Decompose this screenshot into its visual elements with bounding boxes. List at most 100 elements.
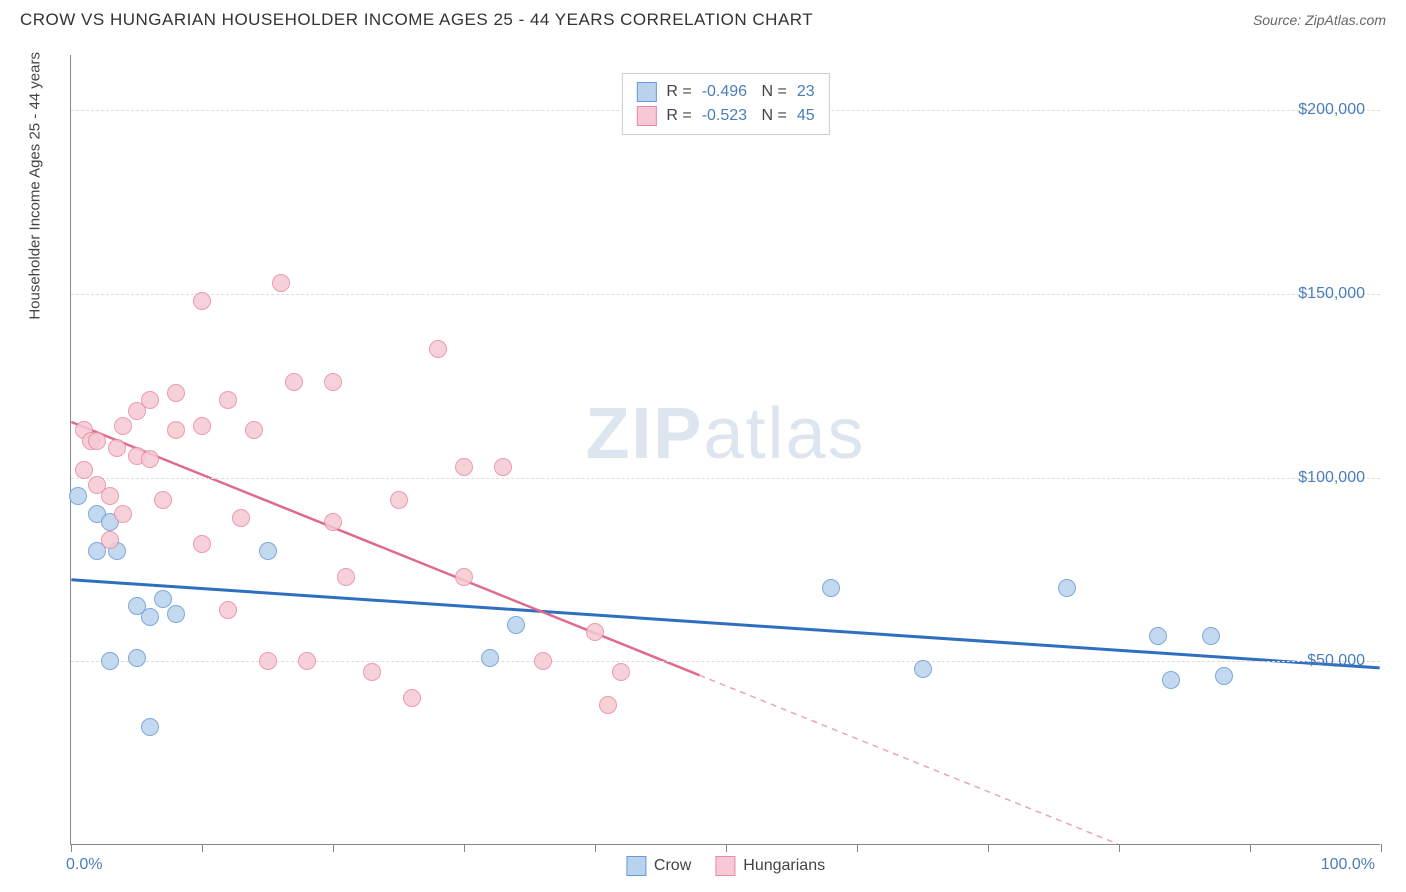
data-point-crow (1162, 671, 1180, 689)
watermark: ZIPatlas (585, 393, 865, 475)
data-point-hungarians (114, 417, 132, 435)
data-point-hungarians (219, 601, 237, 619)
data-point-hungarians (494, 458, 512, 476)
data-point-hungarians (167, 421, 185, 439)
watermark-bold: ZIP (585, 394, 703, 474)
header: CROW VS HUNGARIAN HOUSEHOLDER INCOME AGE… (0, 0, 1406, 30)
data-point-hungarians (141, 450, 159, 468)
data-point-hungarians (285, 373, 303, 391)
data-point-hungarians (219, 391, 237, 409)
data-point-hungarians (108, 439, 126, 457)
legend-row-hungarians: R = -0.523 N = 45 (636, 104, 814, 128)
x-tick (857, 844, 858, 852)
data-point-hungarians (337, 568, 355, 586)
data-point-hungarians (429, 340, 447, 358)
data-point-hungarians (193, 292, 211, 310)
y-tick-label: $100,000 (1298, 469, 1365, 487)
legend-item-crow: Crow (626, 856, 691, 876)
legend-swatch-hungarians (715, 856, 735, 876)
data-point-crow (69, 487, 87, 505)
x-tick (464, 844, 465, 852)
data-point-hungarians (390, 491, 408, 509)
x-tick (726, 844, 727, 852)
data-point-crow (822, 579, 840, 597)
chart-title: CROW VS HUNGARIAN HOUSEHOLDER INCOME AGE… (20, 10, 813, 30)
data-point-crow (481, 649, 499, 667)
data-point-crow (1215, 667, 1233, 685)
data-point-hungarians (272, 274, 290, 292)
x-tick (1250, 844, 1251, 852)
data-point-hungarians (193, 535, 211, 553)
data-point-crow (154, 590, 172, 608)
data-point-hungarians (324, 513, 342, 531)
data-point-hungarians (141, 391, 159, 409)
n-value-crow: 23 (797, 83, 815, 101)
n-value-hungarians: 45 (797, 107, 815, 125)
r-value-hungarians: -0.523 (702, 107, 747, 125)
data-point-hungarians (245, 421, 263, 439)
n-label: N = (757, 107, 787, 125)
data-point-crow (141, 718, 159, 736)
x-max-label: 100.0% (1321, 856, 1375, 874)
chart-container: Householder Income Ages 25 - 44 years ZI… (50, 45, 1390, 855)
series-legend: Crow Hungarians (626, 856, 825, 876)
data-point-hungarians (403, 689, 421, 707)
data-point-crow (1202, 627, 1220, 645)
data-point-hungarians (88, 432, 106, 450)
x-tick (202, 844, 203, 852)
y-tick-label: $200,000 (1298, 101, 1365, 119)
data-point-hungarians (259, 652, 277, 670)
r-label: R = (666, 107, 691, 125)
x-tick (1119, 844, 1120, 852)
data-point-hungarians (586, 623, 604, 641)
data-point-hungarians (612, 663, 630, 681)
data-point-crow (914, 660, 932, 678)
data-point-crow (128, 649, 146, 667)
data-point-hungarians (363, 663, 381, 681)
plot-area: ZIPatlas R = -0.496 N = 23 R = -0.523 N … (70, 55, 1380, 845)
legend-item-hungarians: Hungarians (715, 856, 825, 876)
data-point-hungarians (599, 696, 617, 714)
legend-label-hungarians: Hungarians (743, 857, 825, 875)
data-point-crow (167, 605, 185, 623)
x-tick (595, 844, 596, 852)
x-tick (988, 844, 989, 852)
data-point-crow (1058, 579, 1076, 597)
data-point-hungarians (455, 568, 473, 586)
y-axis-label: Householder Income Ages 25 - 44 years (27, 52, 44, 320)
data-point-crow (1149, 627, 1167, 645)
gridline (71, 478, 1380, 479)
y-tick-label: $50,000 (1307, 652, 1365, 670)
legend-row-crow: R = -0.496 N = 23 (636, 80, 814, 104)
r-value-crow: -0.496 (702, 83, 747, 101)
data-point-hungarians (324, 373, 342, 391)
data-point-hungarians (114, 505, 132, 523)
correlation-legend: R = -0.496 N = 23 R = -0.523 N = 45 (621, 73, 829, 135)
data-point-hungarians (167, 384, 185, 402)
data-point-hungarians (193, 417, 211, 435)
legend-swatch-crow (636, 82, 656, 102)
data-point-hungarians (101, 531, 119, 549)
data-point-crow (259, 542, 277, 560)
legend-label-crow: Crow (654, 857, 691, 875)
legend-swatch-hungarians (636, 106, 656, 126)
trend-lines (71, 55, 1380, 844)
source-label: Source: ZipAtlas.com (1253, 12, 1386, 28)
gridline (71, 294, 1380, 295)
data-point-hungarians (455, 458, 473, 476)
n-label: N = (757, 83, 787, 101)
watermark-light: atlas (703, 394, 865, 474)
data-point-crow (141, 608, 159, 626)
x-tick (1381, 844, 1382, 852)
legend-swatch-crow (626, 856, 646, 876)
data-point-hungarians (75, 461, 93, 479)
data-point-hungarians (101, 487, 119, 505)
data-point-crow (507, 616, 525, 634)
data-point-hungarians (534, 652, 552, 670)
data-point-hungarians (232, 509, 250, 527)
data-point-hungarians (298, 652, 316, 670)
x-tick (333, 844, 334, 852)
data-point-hungarians (154, 491, 172, 509)
y-tick-label: $150,000 (1298, 285, 1365, 303)
x-min-label: 0.0% (66, 856, 102, 874)
